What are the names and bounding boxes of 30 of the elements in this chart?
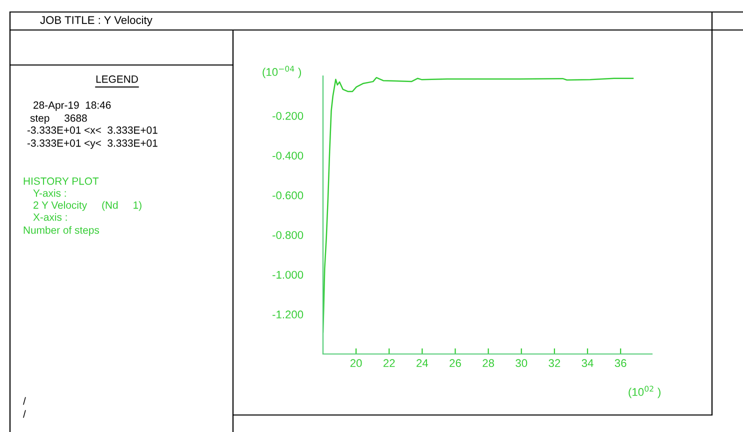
text: 2 Y Velocity (Nd 1) — [34, 201, 142, 211]
text: LEGEND — [96, 75, 138, 83]
y-tick-label: -1.000 — [272, 270, 304, 279]
text: step 3688 — [30, 114, 87, 124]
y-tick-label: -0.200 — [272, 112, 304, 120]
x-axis-title: (10$^{02}$ ) — [628, 386, 660, 398]
x-tick-label: 32 — [548, 359, 560, 368]
x-tick-label: 26 — [450, 359, 461, 368]
y-tick-label: -0.600 — [272, 191, 304, 200]
x-tick-label: 24 — [416, 359, 428, 367]
text: Number of steps — [24, 226, 100, 236]
text: / — [23, 410, 26, 418]
x-tick-label: 34 — [582, 359, 594, 368]
x-tick-label: 28 — [482, 359, 494, 368]
text: -3.333E+01 <y< 3.333E+01 — [27, 139, 158, 149]
text: / — [23, 397, 26, 405]
y-tick-label: -1.200 — [272, 310, 304, 318]
x-tick-label: 20 — [350, 359, 362, 368]
x-tick-label: 30 — [516, 359, 528, 368]
y-tick-label: -0.800 — [272, 231, 304, 239]
x-tick-label: 22 — [384, 359, 395, 367]
text: 28-Apr-19 18:46 — [34, 101, 111, 111]
text: HISTORY PLOT — [24, 177, 99, 185]
x-tick-label: 36 — [614, 359, 626, 368]
y-axis-title: (10$^{−04}$ ) — [262, 66, 301, 78]
y-tick-label: -0.400 — [272, 152, 304, 160]
text: JOB TITLE : Y Velocity — [40, 16, 152, 26]
text: Y-axis : — [33, 189, 66, 197]
text: -3.333E+01 <x< 3.333E+01 — [27, 126, 158, 134]
text: X-axis : — [33, 213, 67, 221]
